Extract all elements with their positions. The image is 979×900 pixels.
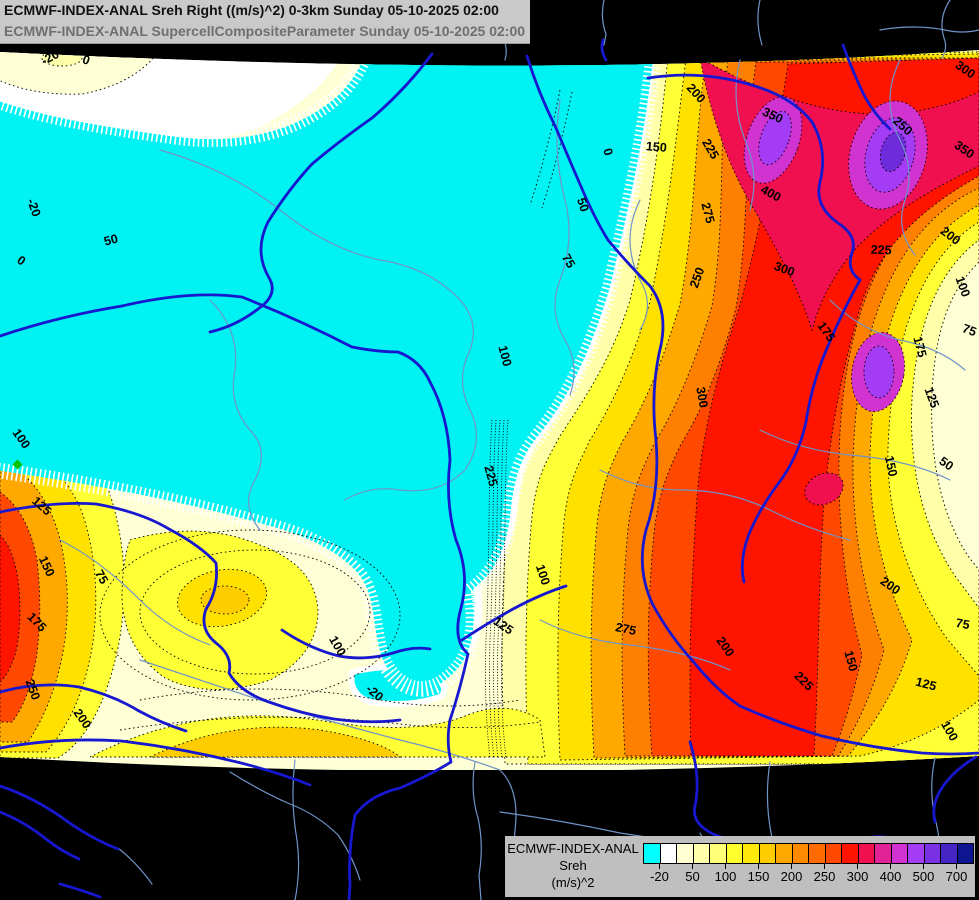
- colorbar-swatch: [857, 843, 875, 864]
- contour-value-label: 75: [955, 616, 971, 632]
- colorbar-tick: [758, 864, 759, 869]
- colorbar-tick-label: 200: [780, 869, 803, 884]
- contour-value-label: 225: [481, 464, 500, 488]
- contour-value-label: 300: [693, 386, 710, 409]
- colorbar-swatch: [692, 843, 710, 864]
- colorbar-tick-label: 250: [813, 869, 836, 884]
- legend-units: (m/s)^2: [551, 875, 595, 890]
- contour-value-label: 275: [698, 201, 717, 225]
- colorbar-tick-label: 400: [879, 869, 902, 884]
- colorbar-tick: [824, 864, 825, 869]
- colorbar-tick-label: 50: [685, 869, 700, 884]
- colorbar-swatch: [874, 843, 892, 864]
- colorbar-tick: [692, 864, 693, 869]
- colorbar-tick: [659, 864, 660, 869]
- contour-value-label: 0: [600, 147, 615, 157]
- colorbar-swatch: [824, 843, 842, 864]
- primary-field-title: ECMWF-INDEX-ANAL Sreh Right ((m/s)^2) 0-…: [4, 2, 499, 18]
- overlay-field-title: ECMWF-INDEX-ANAL SupercellCompositeParam…: [4, 23, 526, 39]
- southwest-yellow-blob: [89, 530, 546, 758]
- contour-value-label: 100: [953, 274, 973, 298]
- colorbar-swatch: [841, 843, 859, 864]
- colorbar-tick-label: 700: [945, 869, 968, 884]
- contour-value-label: 150: [841, 649, 860, 673]
- contour-fill-layer: [0, 50, 979, 770]
- contour-value-label: 50: [937, 454, 956, 473]
- colorbar-swatch: [643, 843, 661, 864]
- colorbar-tick-label: 300: [846, 869, 869, 884]
- contour-label-layer: -20 0-20050050751502002252752503504002503…: [10, 47, 979, 744]
- contour-value-label: 125: [922, 385, 942, 409]
- contour-value-label: 50: [574, 196, 592, 214]
- contour-value-label: 150: [882, 455, 900, 478]
- colorbar-swatch: [742, 843, 760, 864]
- contour-value-label: 75: [92, 567, 111, 586]
- helicity-maxima-cores: [497, 96, 928, 506]
- colorbar-swatch: [890, 843, 908, 864]
- colorbar-swatch: [923, 843, 941, 864]
- contour-value-label: 250: [23, 677, 43, 701]
- contour-value-label: 75: [559, 251, 578, 270]
- colorbar-swatch: [791, 843, 809, 864]
- colorbar-tick: [956, 864, 957, 869]
- model-title-bar: ECMWF-INDEX-ANAL Sreh Right ((m/s)^2) 0-…: [0, 0, 530, 44]
- contour-value-label: 250: [687, 265, 707, 289]
- colorbar-tick: [857, 864, 858, 869]
- contour-value-label: -20: [24, 197, 43, 219]
- contour-value-label: 150: [645, 139, 667, 155]
- colorbar-swatch: [676, 843, 694, 864]
- east-gradient-stack: [501, 50, 979, 765]
- legend-parameter-name: Sreh: [559, 858, 587, 873]
- colorbar-swatch: [775, 843, 793, 864]
- colorbar-tick-label: 100: [714, 869, 737, 884]
- colorbar-swatch: [940, 843, 958, 864]
- contour-value-label: 0: [81, 52, 92, 67]
- colorbar-legend: ECMWF-INDEX-ANAL Sreh (m/s)^2 -20 50 100 15…: [505, 836, 975, 897]
- colorbar-swatch: [808, 843, 826, 864]
- colorbar-swatch: [758, 843, 776, 864]
- contour-value-label: 175: [910, 335, 929, 359]
- colorbar-tick: [923, 864, 924, 869]
- contour-value-label: 100: [533, 563, 553, 587]
- colorbar-tick: [791, 864, 792, 869]
- contour-value-label: 100: [495, 344, 514, 368]
- contour-value-label: 300: [772, 259, 796, 279]
- contour-value-label: 275: [614, 620, 637, 638]
- colorbar-swatch: [709, 843, 727, 864]
- colorbar-swatch: [907, 843, 925, 864]
- colorbar-swatches: [643, 843, 974, 864]
- colorbar-tick-label: 500: [912, 869, 935, 884]
- colorbar-swatch: [956, 843, 974, 864]
- colorbar-tick: [890, 864, 891, 869]
- contour-value-label: 225: [870, 243, 891, 258]
- colorbar-tick: [725, 864, 726, 869]
- contour-value-label: 50: [102, 232, 119, 249]
- contour-value-label: 125: [914, 675, 938, 694]
- legend-model-name: ECMWF-INDEX-ANAL: [507, 841, 639, 856]
- colorbar-tick-label: -20: [650, 869, 669, 884]
- colorbar-swatch: [659, 843, 677, 864]
- contour-value-label: 75: [960, 321, 978, 339]
- colorbar-swatch: [725, 843, 743, 864]
- colorbar-tick-label: 150: [747, 869, 770, 884]
